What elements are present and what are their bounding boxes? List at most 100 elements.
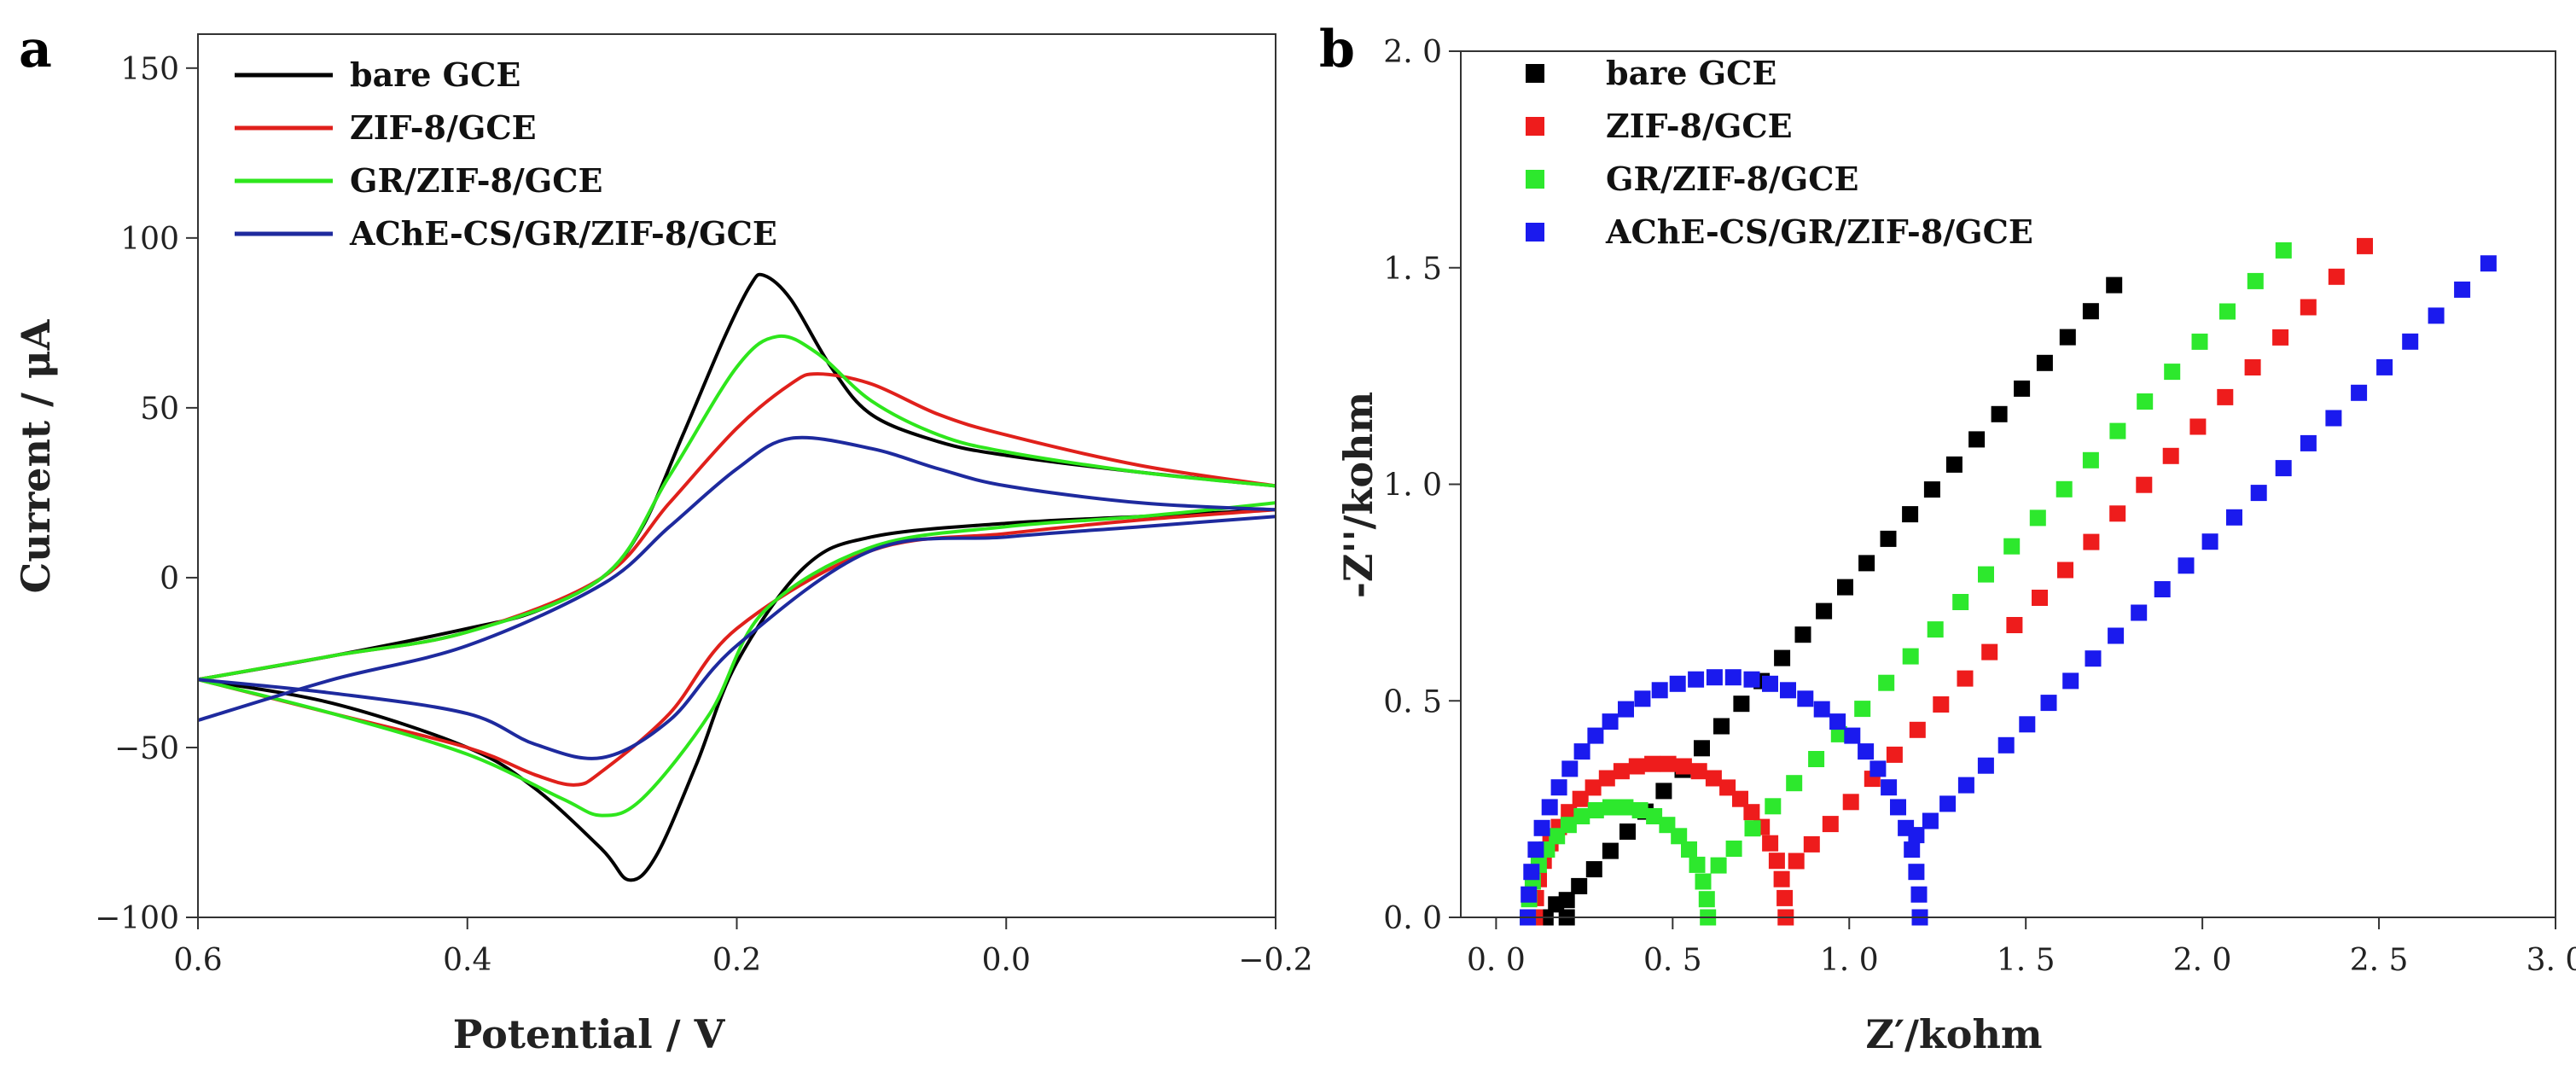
eis-point-ache-cs-gr-zif-8-gce	[1527, 841, 1544, 858]
eis-point-ache-cs-gr-zif-8-gce	[2085, 650, 2102, 667]
eis-point-ache-cs-gr-zif-8-gce	[2178, 557, 2195, 574]
cv-y-tick-label: 0	[160, 562, 179, 597]
cv-y-tick-label: 50	[140, 392, 179, 427]
eis-point-zif-8-gce	[1719, 779, 1736, 796]
eis-point-ache-cs-gr-zif-8-gce	[1533, 819, 1550, 836]
eis-point-ache-cs-gr-zif-8-gce	[1910, 886, 1928, 903]
eis-point-ache-cs-gr-zif-8-gce	[1706, 669, 1723, 686]
eis-point-bare-gce	[1858, 555, 1875, 572]
eis-point-zif-8-gce	[1732, 790, 1748, 807]
eis-x-tick-label: 2. 0	[2173, 943, 2232, 978]
eis-legend-marker-zif-8-gce	[1526, 117, 1544, 136]
eis-point-ache-cs-gr-zif-8-gce	[1908, 864, 1925, 881]
eis-point-gr-zif-8-gce	[1602, 799, 1619, 816]
eis-legend-marker-bare-gce	[1526, 64, 1544, 83]
cv-x-tick-label: −0.2	[1238, 943, 1312, 978]
cv-curves	[197, 272, 1276, 882]
cv-legend: bare GCE ZIF-8/GCE GR/ZIF-8/GCE AChE-CS/GR/…	[235, 55, 777, 253]
cv-legend-label-zif-8-gce: ZIF-8/GCE	[350, 108, 537, 147]
eis-point-zif-8-gce	[1644, 755, 1661, 772]
eis-point-ache-cs-gr-zif-8-gce	[1669, 675, 1686, 692]
eis-point-zif-8-gce	[1933, 696, 1950, 713]
cv-curve-ache-cs-gr-zif-8-gce-anodic	[197, 435, 1276, 723]
eis-point-ache-cs-gr-zif-8-gce	[2402, 333, 2419, 350]
eis-point-gr-zif-8-gce	[2109, 422, 2126, 439]
eis-point-ache-cs-gr-zif-8-gce	[1634, 690, 1651, 707]
cv-x-tick-label: 0.0	[982, 943, 1031, 978]
eis-point-gr-zif-8-gce	[1560, 817, 1577, 834]
cv-legend-label-gr-zif-8-gce: GR/ZIF-8/GCE	[350, 161, 602, 200]
eis-point-ache-cs-gr-zif-8-gce	[2428, 307, 2445, 324]
eis-legend-marker-gr-zif-8-gce	[1526, 170, 1544, 189]
eis-point-bare-gce	[1571, 877, 1588, 894]
eis-point-zif-8-gce	[1743, 804, 1760, 821]
eis-ticks: 0. 0 0. 5 1. 0 1. 5 2. 0 2. 5 3. 0 0. 0 0. 5 1. 0…	[1383, 35, 2576, 978]
cv-ticks: 0.6 0.4 0.2 0.0 −0.2 −100 −50 0 50 100 150	[95, 52, 1313, 978]
eis-x-tick-label: 0. 5	[1643, 943, 1702, 978]
eis-point-bare-gce	[1816, 602, 1833, 620]
eis-point-ache-cs-gr-zif-8-gce	[2454, 281, 2471, 298]
eis-point-ache-cs-gr-zif-8-gce	[2325, 410, 2342, 427]
eis-point-bare-gce	[1794, 626, 1811, 643]
eis-x-tick-label: 1. 0	[1820, 943, 1879, 978]
cv-x-tick-label: 0.4	[443, 943, 491, 978]
cv-legend-label-ache-cs-gr-zif-8-gce: AChE-CS/GR/ZIF-8/GCE	[349, 214, 777, 253]
eis-point-gr-zif-8-gce	[1631, 802, 1649, 818]
eis-point-ache-cs-gr-zif-8-gce	[1587, 727, 1604, 744]
eis-x-tick-label: 1. 5	[1997, 943, 2056, 978]
eis-x-tick-label: 3. 0	[2527, 943, 2576, 978]
cv-curve-bare-gce-anodic	[197, 272, 1276, 682]
eis-point-bare-gce	[1880, 530, 1897, 547]
eis-point-gr-zif-8-gce	[1587, 802, 1604, 818]
eis-point-ache-cs-gr-zif-8-gce	[1922, 812, 1939, 829]
eis-point-zif-8-gce	[2357, 237, 2373, 254]
eis-point-ache-cs-gr-zif-8-gce	[2040, 695, 2057, 712]
eis-point-zif-8-gce	[2217, 388, 2234, 405]
eis-point-ache-cs-gr-zif-8-gce	[2351, 384, 2368, 401]
eis-legend-marker-ache-cs-gr-zif-8-gce	[1526, 223, 1544, 242]
eis-point-gr-zif-8-gce	[2029, 509, 2046, 527]
eis-point-gr-zif-8-gce	[1646, 808, 1663, 824]
eis-point-ache-cs-gr-zif-8-gce	[1521, 886, 1538, 903]
eis-y-axis-label: -Z''/kohm	[1335, 392, 1381, 598]
eis-points	[1520, 237, 2497, 926]
eis-point-zif-8-gce	[1598, 770, 1615, 787]
eis-point-bare-gce	[1733, 695, 1750, 713]
eis-point-zif-8-gce	[2083, 533, 2100, 550]
eis-point-bare-gce	[2014, 380, 2031, 397]
eis-point-ache-cs-gr-zif-8-gce	[1881, 779, 1898, 796]
cv-curve-zif-8-gce-anodic	[197, 372, 1276, 682]
eis-point-gr-zif-8-gce	[2219, 303, 2236, 320]
eis-legend-label-gr-zif-8-gce: GR/ZIF-8/GCE	[1606, 160, 1858, 198]
eis-point-ache-cs-gr-zif-8-gce	[1797, 690, 1814, 707]
eis-point-bare-gce	[1968, 431, 1986, 448]
eis-point-gr-zif-8-gce	[1744, 820, 1761, 837]
eis-point-gr-zif-8-gce	[1786, 775, 1803, 792]
eis-point-zif-8-gce	[1660, 755, 1677, 772]
eis-point-zif-8-gce	[2006, 617, 2023, 633]
eis-point-zif-8-gce	[2328, 268, 2345, 285]
eis-point-ache-cs-gr-zif-8-gce	[1939, 795, 1957, 812]
eis-point-zif-8-gce	[1776, 889, 1794, 906]
eis-point-bare-gce	[1774, 649, 1791, 666]
eis-y-tick-label: 1. 5	[1383, 252, 1442, 287]
panel-label-a: a	[19, 20, 52, 79]
eis-point-bare-gce	[2059, 329, 2076, 346]
eis-point-zif-8-gce	[1561, 804, 1578, 821]
eis-point-zif-8-gce	[2244, 359, 2261, 375]
eis-point-ache-cs-gr-zif-8-gce	[1651, 682, 1668, 699]
eis-point-ache-cs-gr-zif-8-gce	[1858, 743, 1875, 760]
eis-point-ache-cs-gr-zif-8-gce	[1813, 701, 1830, 718]
eis-x-axis-label: Z′/kohm	[1865, 1011, 2042, 1057]
eis-point-ache-cs-gr-zif-8-gce	[1743, 671, 1760, 688]
eis-point-zif-8-gce	[1957, 670, 1974, 687]
eis-point-zif-8-gce	[1773, 870, 1790, 888]
eis-point-bare-gce	[1713, 718, 1730, 735]
eis-point-zif-8-gce	[2057, 562, 2073, 579]
eis-point-ache-cs-gr-zif-8-gce	[1977, 757, 1994, 774]
cv-y-tick-label: −50	[114, 731, 179, 766]
eis-point-zif-8-gce	[1803, 835, 1820, 853]
eis-y-tick-label: 1. 0	[1383, 468, 1442, 503]
eis-point-bare-gce	[1619, 823, 1636, 840]
